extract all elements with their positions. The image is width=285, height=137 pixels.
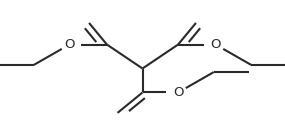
- Text: O: O: [64, 38, 75, 51]
- Text: O: O: [210, 38, 221, 51]
- Text: O: O: [173, 86, 183, 99]
